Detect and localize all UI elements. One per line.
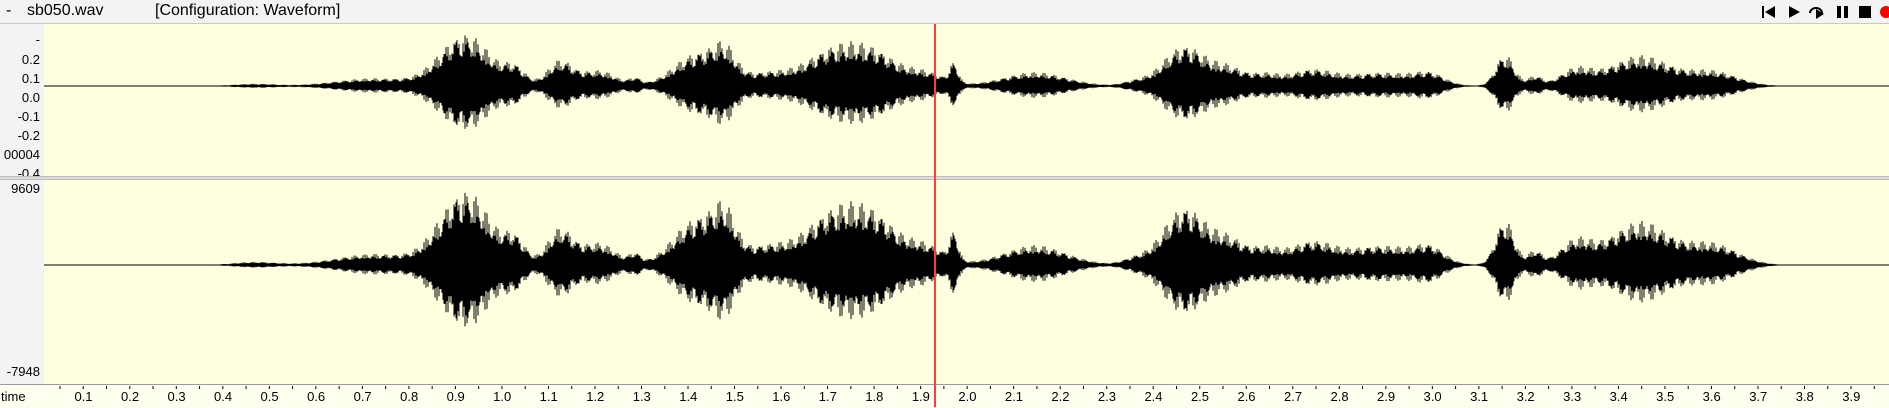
record-icon[interactable] bbox=[1877, 3, 1889, 21]
ruler-tick-label: 3.0 bbox=[1424, 389, 1442, 404]
time-ruler[interactable]: time 0.1 0.2 0.3 0.4 0.5 0.6 0.7 0.8 0.9 1.0 1.1 1.… bbox=[0, 384, 1889, 408]
max-amplitude-label: 9609 bbox=[11, 181, 40, 196]
axis-label: 00004 bbox=[3, 147, 40, 162]
ruler-tick-label: 3.8 bbox=[1796, 389, 1814, 404]
ruler-tick-label: 2.0 bbox=[958, 389, 976, 404]
axis-label: -0.1 bbox=[17, 109, 40, 124]
top-waveform-track[interactable] bbox=[44, 24, 1889, 176]
ruler-tick-label: 0.1 bbox=[74, 389, 92, 404]
ruler-tick-label: 2.4 bbox=[1144, 389, 1162, 404]
ruler-tick-label: 1.5 bbox=[726, 389, 744, 404]
axis-label: - bbox=[35, 32, 40, 47]
ruler-tick-label: 2.8 bbox=[1331, 389, 1349, 404]
waveform-signal bbox=[219, 192, 1778, 327]
track-divider[interactable] bbox=[0, 176, 1889, 180]
ruler-tick-label: 2.3 bbox=[1098, 389, 1116, 404]
ruler-tick-label: 0.4 bbox=[214, 389, 232, 404]
axis-label: 0.1 bbox=[21, 71, 40, 86]
ruler-tick-label: 0.6 bbox=[307, 389, 325, 404]
waveform-signal bbox=[219, 35, 1778, 129]
ruler-tick-label: 1.2 bbox=[586, 389, 604, 404]
ruler-tick-label: 1.1 bbox=[540, 389, 558, 404]
time-axis-label: time bbox=[1, 389, 26, 404]
skip-to-start-icon[interactable] bbox=[1759, 3, 1779, 21]
axis-label: 0.0 bbox=[21, 90, 40, 105]
playback-toolbar bbox=[1749, 0, 1889, 23]
ruler-tick-label: 0.3 bbox=[168, 389, 186, 404]
ruler-tick-label: 2.5 bbox=[1191, 389, 1209, 404]
ruler-tick-label: 0.7 bbox=[354, 389, 372, 404]
configuration-label: [Configuration: Waveform] bbox=[155, 2, 341, 19]
ruler-tick-label: 0.5 bbox=[261, 389, 279, 404]
ruler-tick-label: 1.9 bbox=[912, 389, 930, 404]
bottom-track-axis: 9609 -7948 bbox=[0, 180, 44, 384]
axis-label: -0.4 bbox=[17, 166, 40, 176]
title-bar: - sb050.wav [Configuration: Waveform] bbox=[0, 0, 1889, 24]
ruler-tick-label: 3.3 bbox=[1563, 389, 1581, 404]
title-dash: - bbox=[6, 2, 12, 19]
ruler-tick-label: 3.7 bbox=[1749, 389, 1767, 404]
ruler-tick-label: 3.1 bbox=[1470, 389, 1488, 404]
file-name: sb050.wav bbox=[27, 2, 104, 19]
ruler-tick-label: 3.9 bbox=[1842, 389, 1860, 404]
ruler-tick-label: 2.7 bbox=[1284, 389, 1302, 404]
bottom-waveform-track[interactable] bbox=[44, 180, 1889, 384]
ruler-tick-label: 3.5 bbox=[1656, 389, 1674, 404]
ruler-tick-label: 2.1 bbox=[1005, 389, 1023, 404]
axis-label: -0.2 bbox=[17, 128, 40, 143]
ruler-tick-label: 0.9 bbox=[447, 389, 465, 404]
playback-cursor[interactable] bbox=[933, 24, 936, 407]
ruler-tick-label: 1.0 bbox=[493, 389, 511, 404]
ruler-tick-label: 1.8 bbox=[865, 389, 883, 404]
ruler-tick-label: 1.6 bbox=[772, 389, 790, 404]
ruler-tick-label: 0.8 bbox=[400, 389, 418, 404]
top-track-axis: - 0.2 0.1 0.0 -0.1 -0.2 00004 -0.4 bbox=[0, 24, 44, 176]
ruler-tick-label: 3.6 bbox=[1703, 389, 1721, 404]
ruler-tick-label: 3.4 bbox=[1610, 389, 1628, 404]
play-icon[interactable] bbox=[1784, 3, 1804, 21]
pause-icon[interactable] bbox=[1833, 3, 1853, 21]
ruler-tick-label: 1.4 bbox=[679, 389, 697, 404]
stop-icon[interactable] bbox=[1855, 3, 1875, 21]
ruler-tick-label: 2.9 bbox=[1377, 389, 1395, 404]
ruler-tick-label: 2.6 bbox=[1237, 389, 1255, 404]
ruler-tick-label: 0.2 bbox=[121, 389, 139, 404]
play-loop-icon[interactable] bbox=[1807, 3, 1827, 21]
ruler-tick-label: 2.2 bbox=[1051, 389, 1069, 404]
ruler-tick-label: 3.2 bbox=[1517, 389, 1535, 404]
ruler-tick-label: 1.3 bbox=[633, 389, 651, 404]
min-amplitude-label: -7948 bbox=[6, 364, 40, 379]
ruler-tick-label: 1.7 bbox=[819, 389, 837, 404]
axis-label: 0.2 bbox=[21, 52, 40, 67]
